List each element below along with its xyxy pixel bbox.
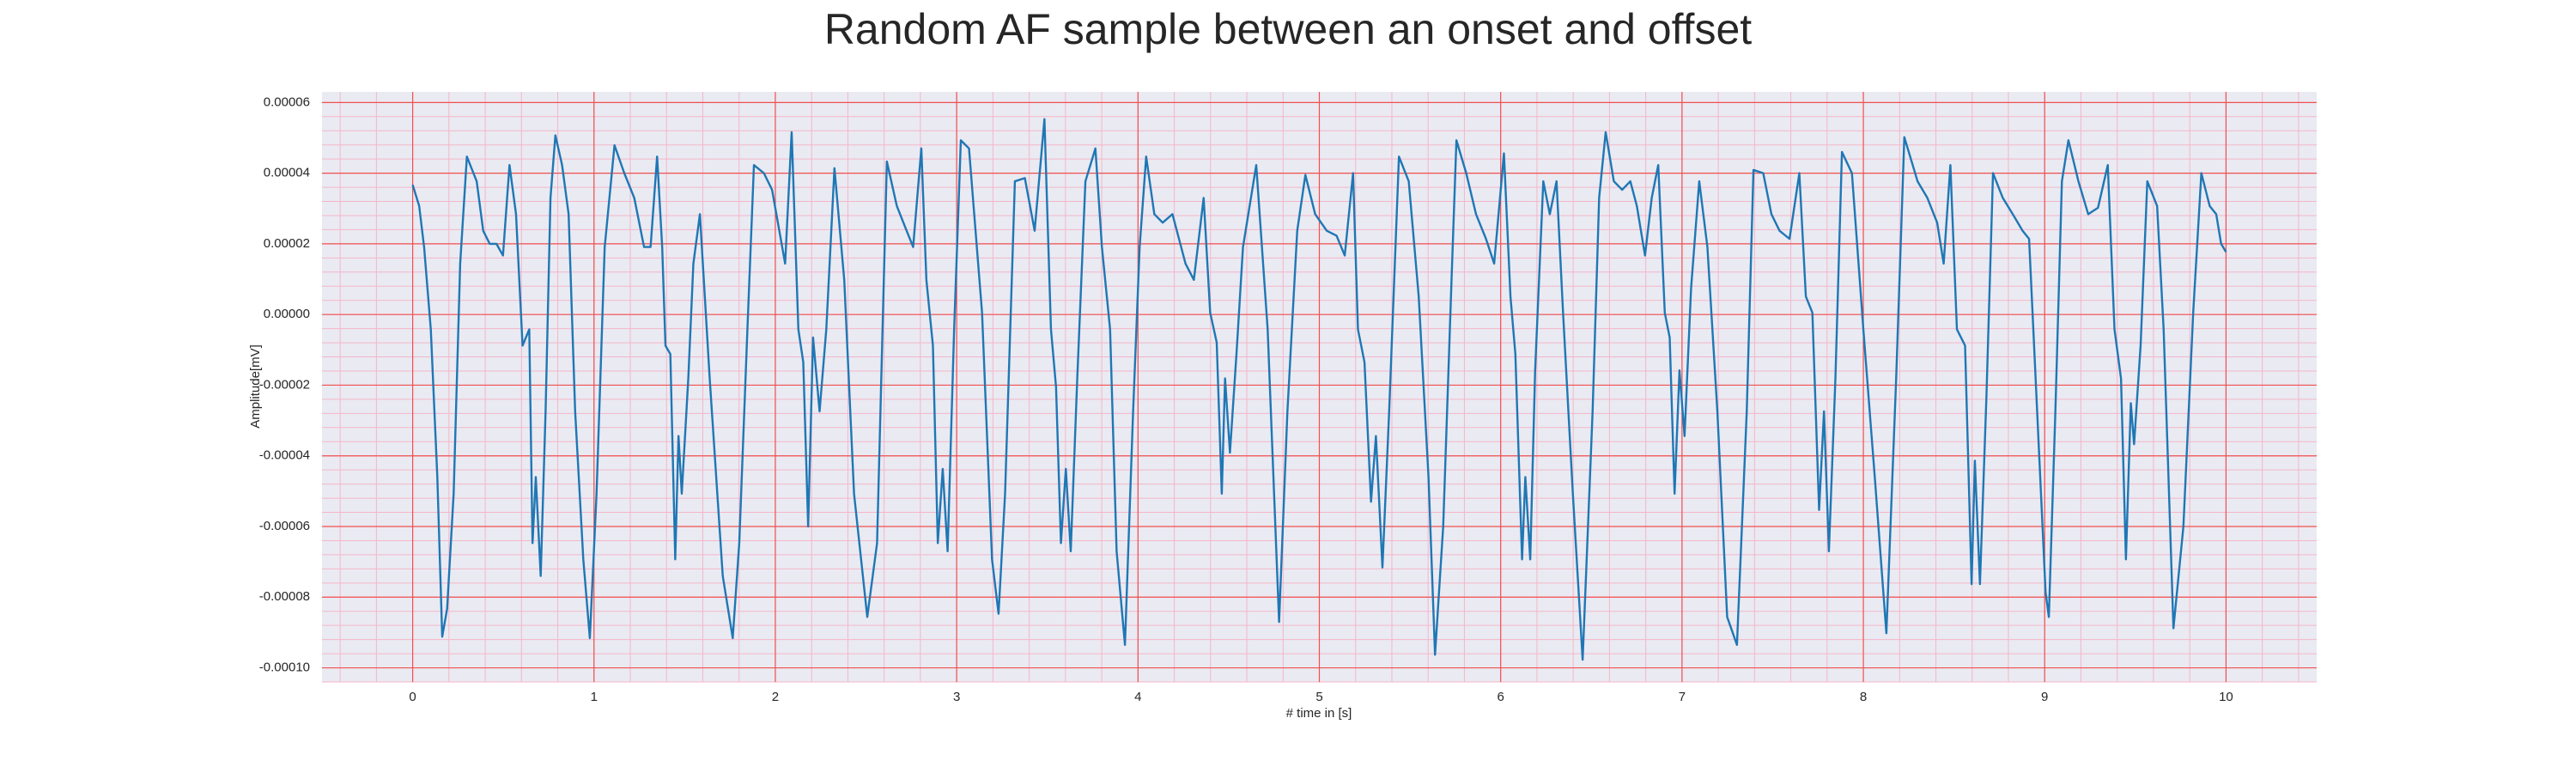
y-tick-label: -0.00002 (259, 377, 310, 392)
y-tick-label: 0.00004 (264, 166, 310, 180)
y-tick-label: 0.00000 (264, 307, 310, 321)
x-tick-label: 2 (772, 690, 779, 704)
chart-title: Random AF sample between an onset and of… (824, 5, 1752, 53)
x-tick-label: 1 (591, 690, 598, 704)
y-axis-label: Amplitude[mV] (248, 344, 263, 429)
y-tick-label: -0.00008 (259, 589, 310, 604)
y-tick-label: -0.00010 (259, 660, 310, 675)
x-tick-label: 10 (2219, 690, 2233, 704)
x-tick-label: 3 (953, 690, 960, 704)
x-tick-label: 5 (1315, 690, 1322, 704)
plot-area (322, 92, 2317, 683)
x-tick-label: 4 (1134, 690, 1141, 704)
x-tick-label: 8 (1860, 690, 1867, 704)
y-tick-label: -0.00004 (259, 448, 310, 463)
signal-line (411, 118, 2227, 661)
y-tick-label: 0.00002 (264, 236, 310, 251)
x-tick-label: 9 (2041, 690, 2048, 704)
x-axis-label: # time in [s] (1286, 706, 1352, 721)
y-tick-label: -0.00006 (259, 519, 310, 533)
x-tick-label: 7 (1679, 690, 1686, 704)
x-tick-label: 0 (409, 690, 416, 704)
x-tick-label: 6 (1498, 690, 1504, 704)
y-tick-label: 0.00006 (264, 94, 310, 109)
